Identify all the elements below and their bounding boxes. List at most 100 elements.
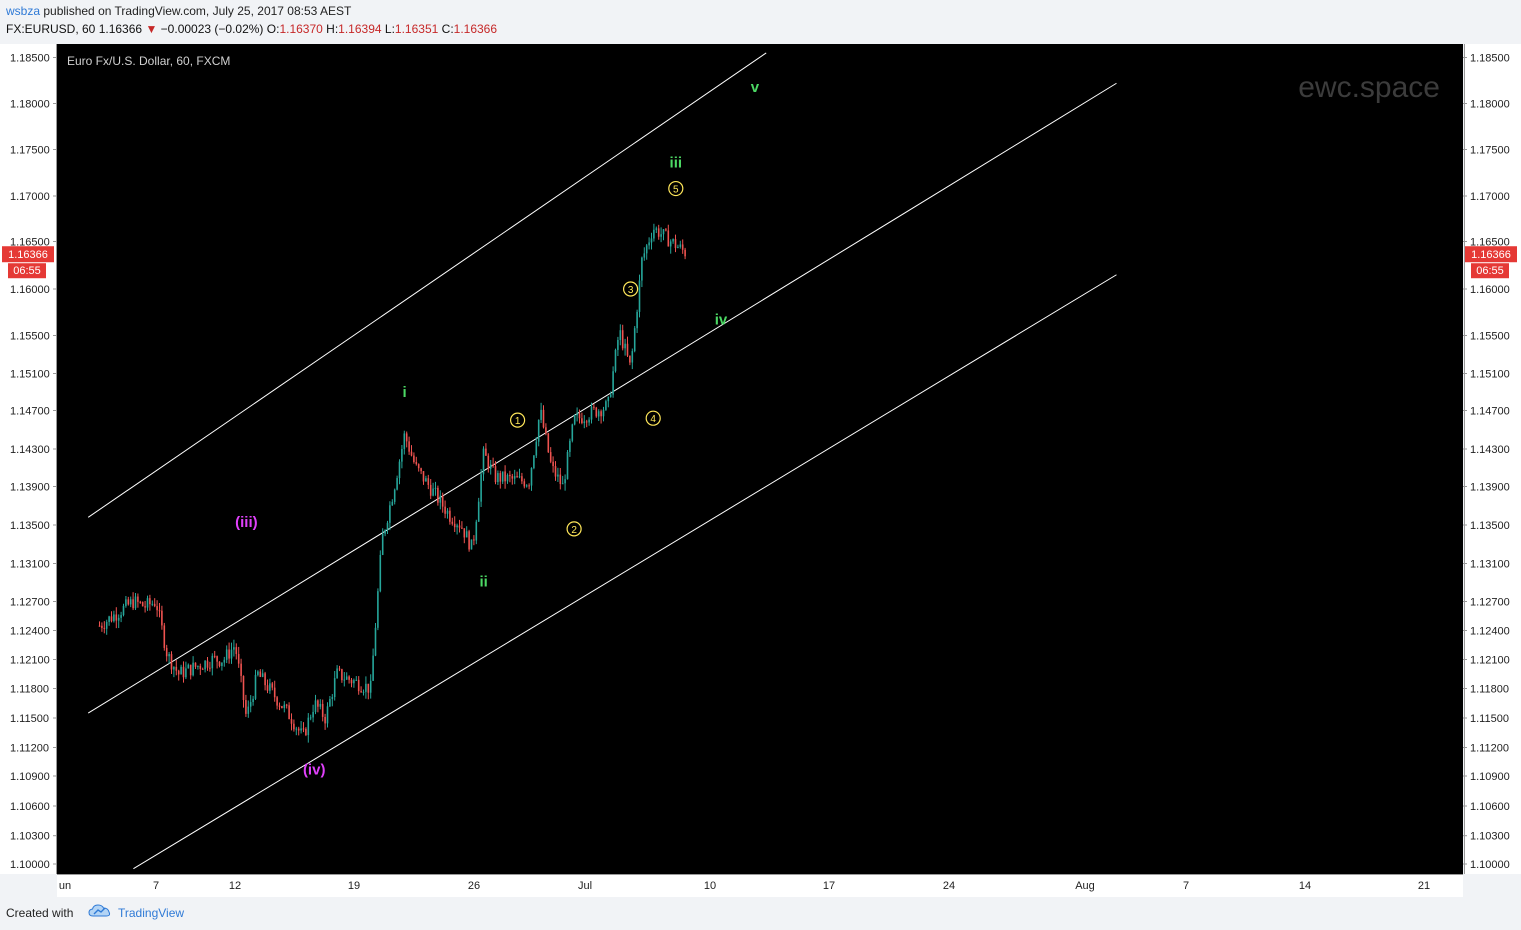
candle-body [506,474,509,482]
y-tick-label-left: 1.14300 [10,444,50,456]
candle-body [216,656,218,662]
candle-body [252,698,254,703]
candle-body [173,666,175,670]
candle-body [355,679,358,681]
candle-body [374,627,377,656]
candle-body [283,704,286,709]
y-tick-label-right: 1.12700 [1470,597,1510,609]
candle-body [617,340,619,350]
wave-label-5: 5 [673,185,679,196]
candle-body [444,506,446,514]
candle-body [223,659,226,663]
price-label-box-left [2,246,54,263]
candle-body [643,253,646,258]
wave-label-iii: iii [670,155,683,172]
candle-body [278,705,281,707]
candle-body [420,468,422,472]
candle-body [453,523,456,528]
candle-body [509,474,511,477]
candle-body [98,625,101,627]
watermark: ewc.space [1298,71,1440,104]
x-tick-label: 21 [1418,880,1430,892]
candle-body [367,683,370,693]
candle-body [516,476,518,478]
candle-body [146,598,149,608]
candle-body [101,625,103,628]
left-price-axis[interactable] [0,44,57,874]
candle-body [288,705,290,720]
candle-body [271,683,274,688]
candle-body [633,328,636,352]
candle-body [597,411,600,417]
candle-body [348,676,350,680]
publish-info: wsbza published on TradingView.com, July… [6,4,351,18]
wave-circle-5 [668,180,684,197]
chart-pane[interactable] [57,44,1463,874]
y-tick-label-right: 1.12100 [1470,655,1510,667]
candle-body [360,691,362,693]
candle-body [213,655,216,657]
wave-label-iv: iv [715,312,728,329]
candle-body [545,427,547,434]
candle-body [151,603,154,605]
wave-label-ii: ii [480,574,488,591]
candle-body [153,603,156,607]
y-tick-label-right: 1.17000 [1470,191,1510,203]
wave-label-i: i [403,384,407,401]
candle-body [211,655,214,669]
candle-body [285,704,288,706]
candle-body [573,415,576,425]
right-price-axis[interactable] [1464,44,1521,874]
tradingview-cloud-icon[interactable] [88,903,112,919]
candle-body [665,229,667,231]
price-chart[interactable]: 1.18500 1.18500 1.18000 1.18000 1.17500 1.175… [0,0,1521,897]
candle-body [206,660,209,668]
candle-body [537,419,540,442]
candle-body [247,706,250,714]
candle-body [108,616,110,622]
candle-body [177,670,180,675]
x-tick-label: 14 [1299,880,1311,892]
candle-body [369,680,372,693]
low-label: L: [384,22,395,36]
y-tick-label-right: 1.17500 [1470,145,1510,157]
price-label-right: 1.16366 [1471,249,1511,261]
username-link[interactable]: wsbza [6,4,41,18]
time-label-right: 06:55 [1476,265,1504,277]
candle-body [134,596,137,609]
candle-body [115,614,118,621]
candle-body [662,229,665,235]
y-tick-label-left: 1.10900 [10,771,50,783]
candle-body [672,239,674,242]
candle-body [228,649,230,659]
y-tick-label-left: 1.13500 [10,520,50,532]
candle-body [389,505,391,523]
candle-body [624,343,626,349]
candle-body [338,668,341,670]
candle-body [129,599,132,605]
candle-body [281,706,283,709]
candle-body [156,606,158,611]
candle-body [161,610,163,626]
candle-body [149,598,151,605]
candle-body [240,663,242,676]
candle-body [132,599,134,609]
candle-body [403,433,406,449]
tradingview-link[interactable]: TradingView [118,906,185,920]
published-text: published on TradingView.com, July 25, 2… [43,4,352,18]
candle-body [504,471,506,482]
candle-body [559,474,562,484]
candle-body [321,703,324,717]
y-tick-label-left: 1.12700 [10,597,50,609]
high-value: 1.16394 [338,22,382,36]
candle-body [427,478,430,485]
y-tick-label-left: 1.14700 [10,406,50,418]
candle-body [530,468,533,486]
time-axis[interactable] [57,874,1463,897]
wave-label-3: 3 [628,285,634,296]
candle-body [609,394,612,397]
candle-body [333,678,336,698]
candle-body [513,476,516,479]
candle-body [197,665,199,667]
